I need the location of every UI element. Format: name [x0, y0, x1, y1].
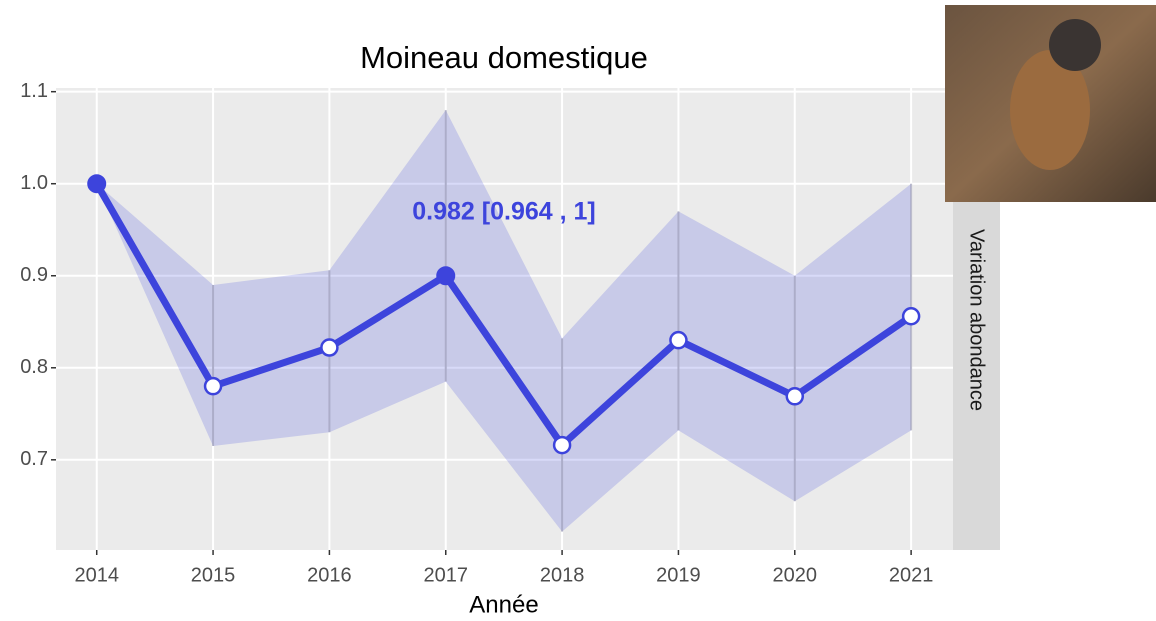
point: [437, 267, 455, 285]
x-tick-label: 2021: [889, 564, 934, 586]
y-tick-label: 0.8: [20, 356, 48, 378]
facet-label: Variation abondance: [966, 229, 988, 411]
point: [670, 332, 686, 348]
page: {"chart_data": {"type": "line", "title":…: [0, 0, 1156, 621]
chart: Variation abondance 0.7 0.8 0.9 1.0 1.1 2014 2…: [0, 0, 1156, 621]
x-tick-label: 2019: [656, 564, 701, 586]
y-tick-label: 0.7: [20, 448, 48, 470]
x-tick-label: 2016: [307, 564, 352, 586]
y-tick-label: 0.9: [20, 264, 48, 286]
point: [787, 388, 803, 404]
x-axis-label: Année: [469, 591, 538, 618]
x-tick-label: 2020: [773, 564, 818, 586]
y-tick-label: 1.0: [20, 172, 48, 194]
y-tick-label: 1.1: [20, 80, 48, 102]
chart-title: Moineau domestique: [360, 40, 648, 75]
x-tick-label: 2014: [74, 564, 119, 586]
x-tick-label: 2018: [540, 564, 585, 586]
annotation: 0.982 [0.964 , 1]: [412, 198, 595, 226]
point: [554, 437, 570, 453]
point: [321, 340, 337, 356]
x-tick-label: 2015: [191, 564, 236, 586]
point: [88, 175, 106, 193]
point: [903, 308, 919, 324]
x-tick-label: 2017: [423, 564, 468, 586]
point: [205, 378, 221, 394]
photo-bird-head: [1049, 19, 1101, 71]
